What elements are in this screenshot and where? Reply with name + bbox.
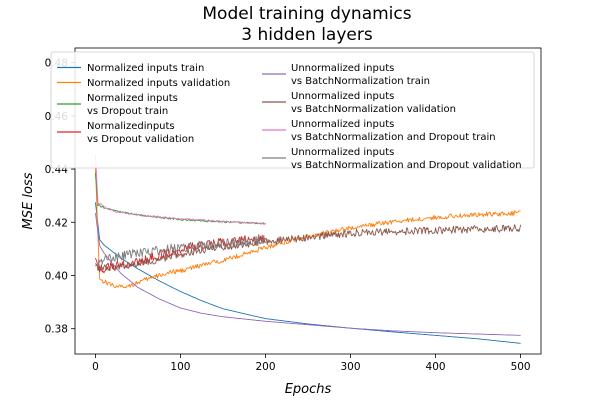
x-tick-label: 300 [340,361,360,373]
legend-item: Unnormalized inputs vs BatchNormalization… [262,63,430,87]
series-line-3 [94,173,266,225]
legend-label: Normalized inputs validation [87,78,230,89]
series-line-4 [94,234,266,274]
plot-area [94,154,522,344]
legend-item: Normalized inputs vs Dropout train [57,93,178,117]
legend-label: Normalized inputs train [87,63,204,74]
x-tick-label: 400 [426,361,446,373]
series-line-6 [95,224,522,271]
legend-label: Unnormalized inputs vs BatchNormalization… [291,63,430,87]
series-line-2 [94,167,521,289]
x-tick-label: 500 [511,361,531,373]
x-axis-label: Epochs [285,382,332,397]
series-line-8 [95,234,266,269]
legend-item: Normalizedinputs vs Dropout validation [57,121,194,145]
x-axis: 0 100 200 300 400 500 [92,354,531,373]
y-tick-label: 0.42 [45,217,68,229]
chart-title: Model training dynamics [202,4,411,24]
y-axis-label: MSE loss [21,172,36,229]
y-tick-label: 0.38 [45,324,68,336]
chart-subtitle: 3 hidden layers [241,25,373,45]
legend-label: Unnormalized inputs vs BatchNormalization… [291,147,522,171]
x-tick-label: 0 [92,361,99,373]
x-tick-label: 100 [170,361,190,373]
legend-label: Unnormalized inputs vs BatchNormalization… [291,119,496,143]
legend-item: Unnormalized inputs vs BatchNormalization… [262,91,456,115]
y-tick-label: 0.40 [45,271,68,283]
plot-frame [74,47,542,355]
legend-label: Unnormalized inputs vs BatchNormalization… [291,91,456,115]
legend-item: Normalized inputs train [57,63,204,74]
legend: Normalized inputs train Normalized inputs… [50,51,535,171]
legend-item: Unnormalized inputs vs BatchNormalization… [262,119,496,143]
series-line-5 [94,212,521,336]
legend-box [50,51,535,169]
legend-label: Normalizedinputs vs Dropout validation [87,121,194,145]
legend-label: Normalized inputs vs Dropout train [87,93,178,117]
legend-item: Normalized inputs validation [57,78,230,89]
series-line-7 [94,154,266,225]
y-axis: 0.380.400.420.440.460.48 [45,58,75,336]
series-line-1 [94,202,521,344]
legend-item: Unnormalized inputs vs BatchNormalization… [262,147,522,171]
x-tick-label: 200 [255,361,275,373]
